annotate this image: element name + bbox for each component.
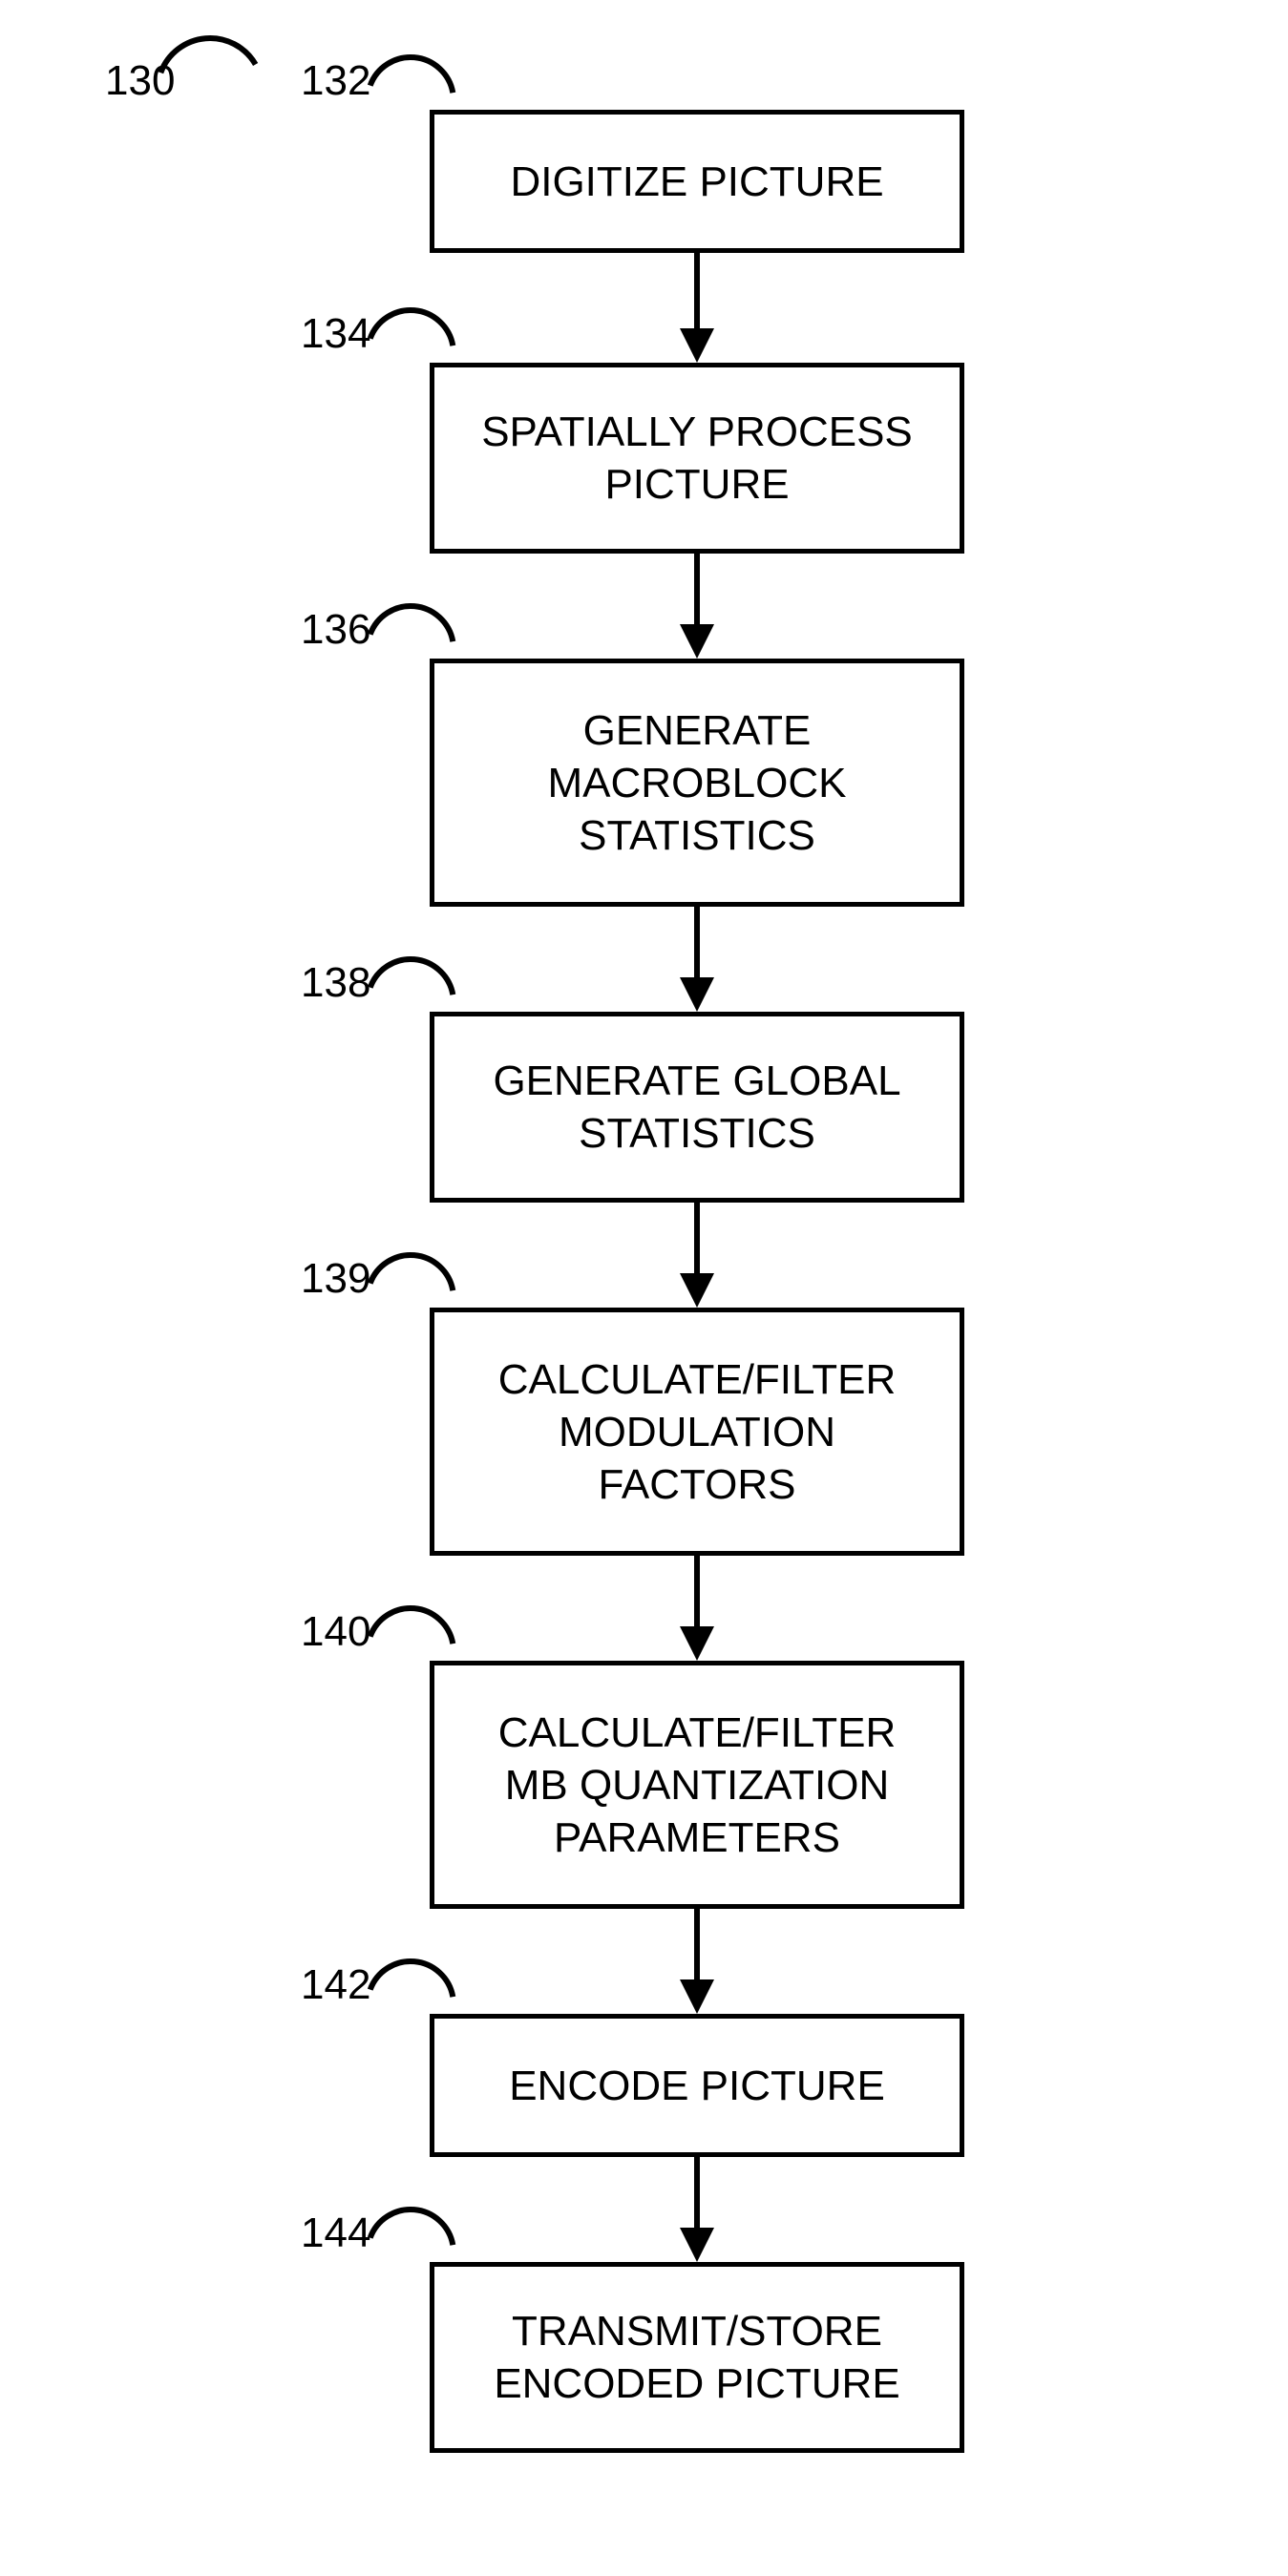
arrow-136-to-138: [668, 907, 726, 1012]
step-hook-136: [360, 598, 461, 700]
step-hook-144: [360, 2202, 461, 2303]
step-hook-140: [360, 1601, 461, 1702]
step-hook-134: [360, 303, 461, 404]
arrow-139-to-140: [668, 1556, 726, 1661]
flow-box-text-142: ENCODE PICTURE: [509, 2060, 885, 2112]
arrow-142-to-144: [668, 2157, 726, 2262]
arrow-134-to-136: [668, 554, 726, 659]
arrow-140-to-142: [668, 1909, 726, 2014]
arrow-132-to-134: [668, 253, 726, 363]
flow-box-136: GENERATE MACROBLOCK STATISTICS: [430, 659, 964, 907]
flow-box-text-136: GENERATE MACROBLOCK STATISTICS: [548, 704, 847, 862]
step-hook-139: [360, 1247, 461, 1349]
flow-box-132: DIGITIZE PICTURE: [430, 110, 964, 253]
flow-box-138: GENERATE GLOBAL STATISTICS: [430, 1012, 964, 1203]
flow-box-text-138: GENERATE GLOBAL STATISTICS: [493, 1055, 900, 1160]
flow-box-text-144: TRANSMIT/STORE ENCODED PICTURE: [494, 2305, 899, 2410]
flow-box-140: CALCULATE/FILTER MB QUANTIZATION PARAMET…: [430, 1661, 964, 1909]
flow-box-142: ENCODE PICTURE: [430, 2014, 964, 2157]
arrow-138-to-139: [668, 1203, 726, 1308]
flow-box-139: CALCULATE/FILTER MODULATION FACTORS: [430, 1308, 964, 1556]
flow-box-text-140: CALCULATE/FILTER MB QUANTIZATION PARAMET…: [498, 1707, 896, 1864]
flow-box-text-139: CALCULATE/FILTER MODULATION FACTORS: [498, 1353, 896, 1511]
diagram-id-hook: [148, 29, 272, 153]
step-hook-132: [360, 50, 461, 151]
flow-box-text-132: DIGITIZE PICTURE: [510, 156, 883, 208]
flow-box-text-134: SPATIALLY PROCESS PICTURE: [481, 406, 913, 511]
step-hook-138: [360, 952, 461, 1053]
flow-box-134: SPATIALLY PROCESS PICTURE: [430, 363, 964, 554]
step-hook-142: [360, 1954, 461, 2055]
flow-box-144: TRANSMIT/STORE ENCODED PICTURE: [430, 2262, 964, 2453]
